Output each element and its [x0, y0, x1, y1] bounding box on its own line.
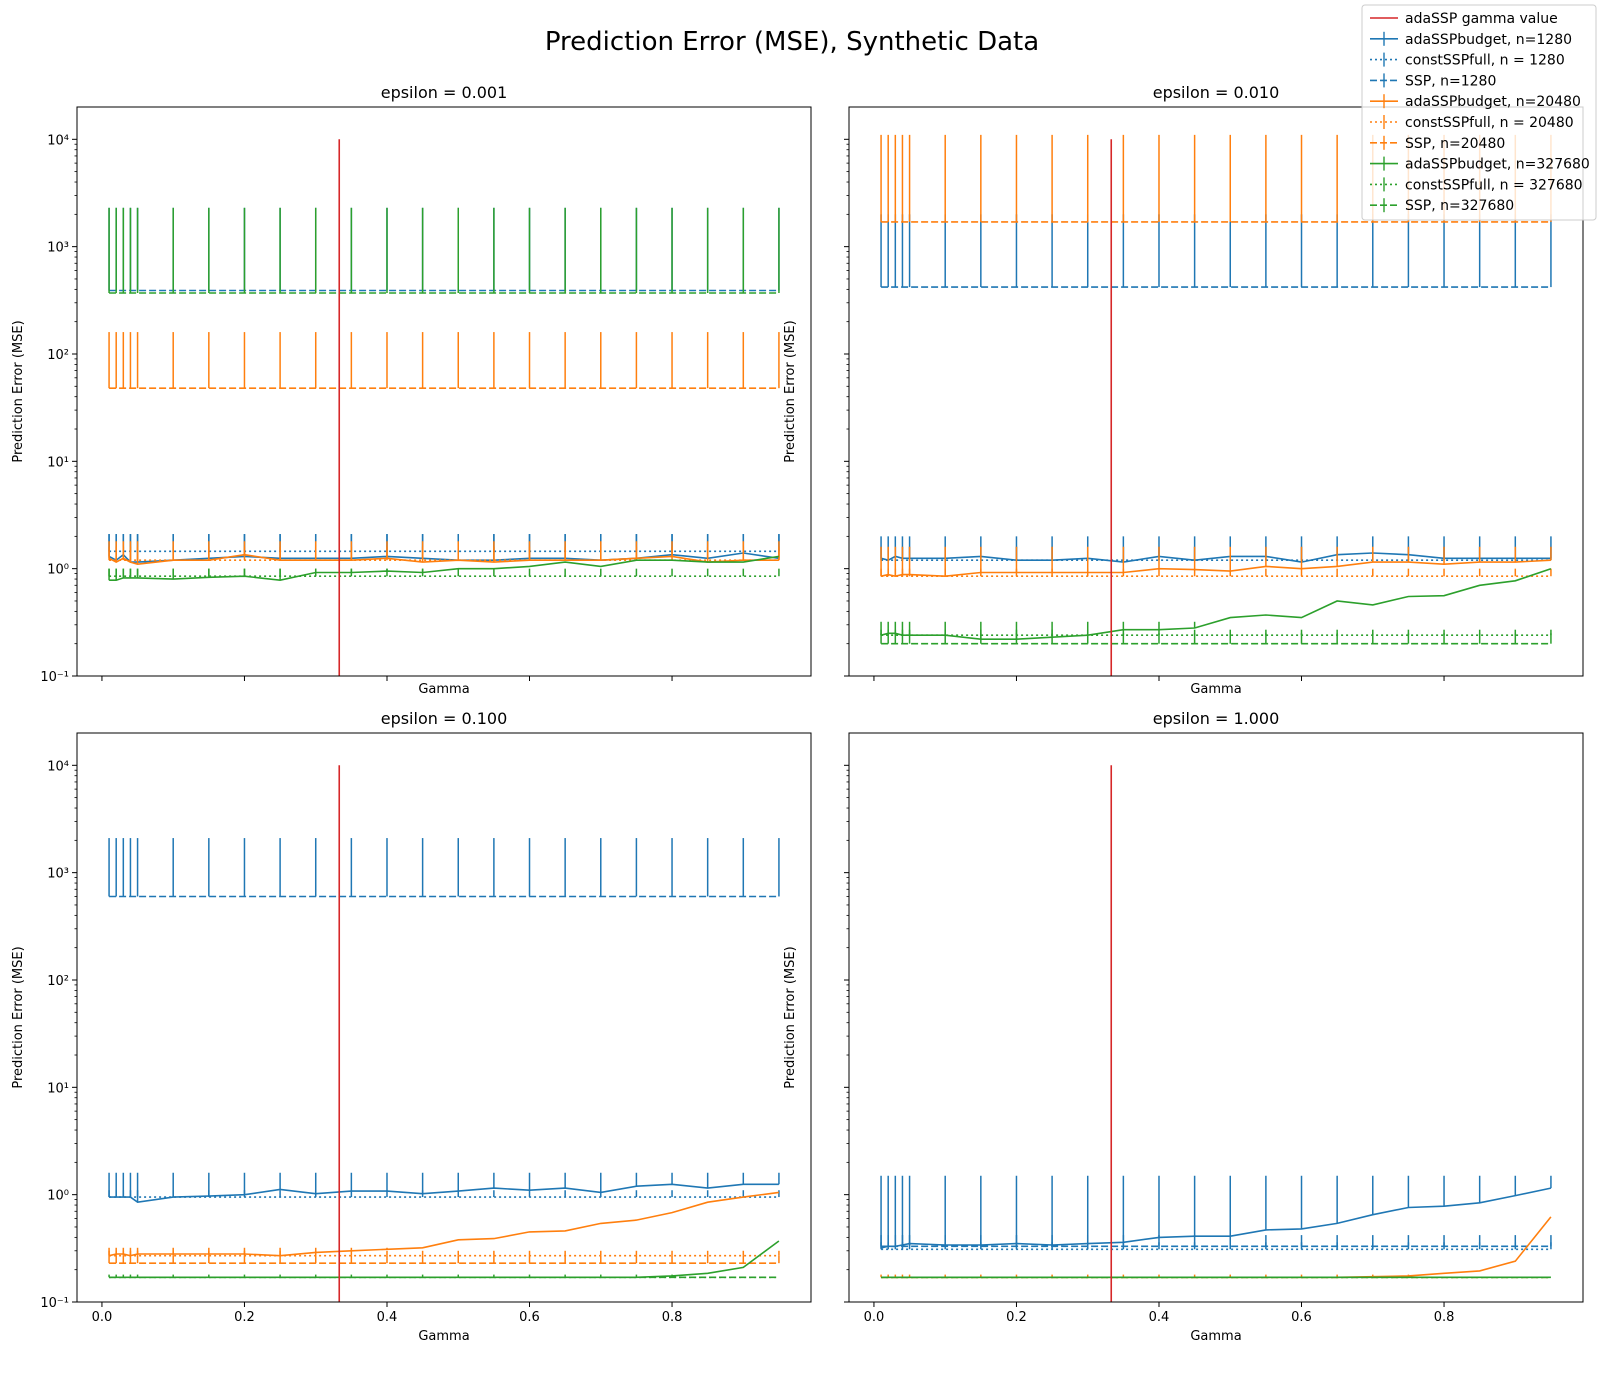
- series-constsspfull-n-20480: [108, 546, 780, 562]
- legend-label: SSP, n=20480: [1405, 136, 1505, 152]
- x-tick-label: 0.2: [234, 1310, 255, 1325]
- subplot-title: epsilon = 0.100: [381, 709, 508, 728]
- x-tick-label: 0.8: [1434, 1310, 1455, 1325]
- y-axis-label: Prediction Error (MSE): [783, 320, 798, 462]
- y-tick-label: 10¹: [47, 1081, 69, 1096]
- y-tick-label: 10¹: [47, 455, 69, 470]
- plot-area: [108, 765, 780, 1302]
- legend-label: constSSPfull, n = 1280: [1405, 53, 1565, 69]
- legend-entry-ssp-n-1280: SSP, n=1280: [1370, 73, 1496, 89]
- legend-entry-adasspbudget-n-327680: adaSSPbudget, n=327680: [1370, 156, 1590, 173]
- x-tick-label: 0.8: [662, 1310, 683, 1325]
- series-ssp-n-327680: [108, 207, 780, 294]
- y-tick-label: 10⁻¹: [40, 1296, 69, 1311]
- series-constsspfull-n-20480: [880, 568, 1552, 578]
- legend-entry-constsspfull-n-20480: constSSPfull, n = 20480: [1370, 115, 1574, 131]
- figure-title: Prediction Error (MSE), Synthetic Data: [545, 27, 1039, 57]
- x-axis-label: Gamma: [418, 1329, 469, 1344]
- legend-label: adaSSPbudget, n=20480: [1405, 94, 1581, 110]
- series-line: [108, 1191, 780, 1257]
- legend: adaSSP gamma value adaSSPbudget, n=1280 co…: [1361, 4, 1597, 221]
- subplot-bottom-right: epsilon = 1.000 Gamma Prediction Error (MS…: [783, 709, 1584, 1344]
- subplot-top-right: epsilon = 0.010 Gamma Prediction Error (MS…: [783, 83, 1584, 697]
- axes-frame: [76, 732, 812, 1303]
- y-tick-label: 10⁰: [47, 1189, 69, 1204]
- series-ssp-n-20480: [108, 1255, 780, 1264]
- y-axis-label: Prediction Error (MSE): [783, 946, 798, 1088]
- legend-label: SSP, n=327680: [1405, 198, 1514, 214]
- axes-frame: [848, 732, 1584, 1303]
- x-tick-label: 0.0: [864, 1310, 885, 1325]
- subplot-grid: epsilon = 0.001 Gamma Prediction Error (MS…: [11, 83, 1584, 1344]
- legend-label: SSP, n=1280: [1405, 73, 1496, 89]
- series-ssp-n-1280: [880, 214, 1552, 288]
- x-tick-label: 0.6: [1291, 1310, 1312, 1325]
- x-tick-label: 0.2: [1006, 1310, 1027, 1325]
- legend-label: adaSSP gamma value: [1405, 11, 1558, 27]
- subplot-title: epsilon = 0.010: [1153, 83, 1280, 102]
- legend-label: adaSSPbudget, n=327680: [1405, 157, 1590, 173]
- subplot-title: epsilon = 1.000: [1153, 709, 1280, 728]
- subplot-title: epsilon = 0.001: [381, 83, 508, 102]
- series-ssp-n-327680: [880, 633, 1552, 645]
- y-axis-label: Prediction Error (MSE): [11, 946, 26, 1088]
- legend-label: constSSPfull, n = 327680: [1405, 177, 1583, 193]
- legend-box: [1361, 4, 1597, 221]
- series-ssp-n-1280: [880, 1235, 1552, 1248]
- x-axis-label: Gamma: [1190, 1329, 1241, 1344]
- y-tick-label: 10⁻¹: [40, 670, 69, 685]
- y-tick-label: 10³: [47, 867, 69, 882]
- series-adasspbudget-n-1280: [880, 1175, 1552, 1249]
- plot-area: [880, 765, 1552, 1302]
- x-axis-label: Gamma: [1190, 682, 1241, 697]
- legend-label: adaSSPbudget, n=1280: [1405, 32, 1572, 48]
- legend-entry-ssp-n-20480: SSP, n=20480: [1370, 135, 1505, 152]
- x-tick-label: 0.0: [92, 1310, 113, 1325]
- series-ssp-n-20480: [108, 332, 780, 390]
- axes-frame: [848, 106, 1584, 677]
- series-constsspfull-n-327680: [108, 568, 780, 578]
- y-tick-label: 10⁴: [47, 759, 69, 774]
- legend-entry-adassp-gamma-value: adaSSP gamma value: [1370, 11, 1558, 27]
- y-tick-label: 10²: [47, 348, 69, 363]
- axes-frame: [76, 106, 812, 677]
- legend-entry-constsspfull-n-1280: constSSPfull, n = 1280: [1370, 52, 1565, 69]
- y-axis-label: Prediction Error (MSE): [11, 320, 26, 462]
- series-ssp-n-1280: [108, 838, 780, 898]
- plot-area: [880, 134, 1552, 676]
- legend-entry-constsspfull-n-327680: constSSPfull, n = 327680: [1370, 177, 1583, 193]
- subplot-top-left: epsilon = 0.001 Gamma Prediction Error (MS…: [11, 83, 812, 697]
- y-tick-label: 10⁴: [47, 133, 69, 148]
- legend-label: constSSPfull, n = 20480: [1405, 115, 1574, 131]
- legend-entry-adasspbudget-n-1280: adaSSPbudget, n=1280: [1370, 31, 1572, 48]
- series-constsspfull-n-20480: [108, 1250, 780, 1257]
- y-tick-label: 10²: [47, 974, 69, 989]
- x-tick-label: 0.4: [377, 1310, 398, 1325]
- y-tick-label: 10³: [47, 241, 69, 256]
- legend-entry-adasspbudget-n-20480: adaSSPbudget, n=20480: [1370, 94, 1581, 110]
- subplot-bottom-left: epsilon = 0.100 Gamma Prediction Error (MS…: [11, 709, 812, 1344]
- x-axis-label: Gamma: [418, 682, 469, 697]
- x-tick-label: 0.4: [1149, 1310, 1170, 1325]
- series-constsspfull-n-1280: [108, 1190, 780, 1198]
- y-tick-label: 10⁰: [47, 563, 69, 578]
- x-tick-label: 0.6: [519, 1310, 540, 1325]
- plot-area: [108, 139, 780, 676]
- legend-entry-ssp-n-327680: SSP, n=327680: [1370, 198, 1514, 214]
